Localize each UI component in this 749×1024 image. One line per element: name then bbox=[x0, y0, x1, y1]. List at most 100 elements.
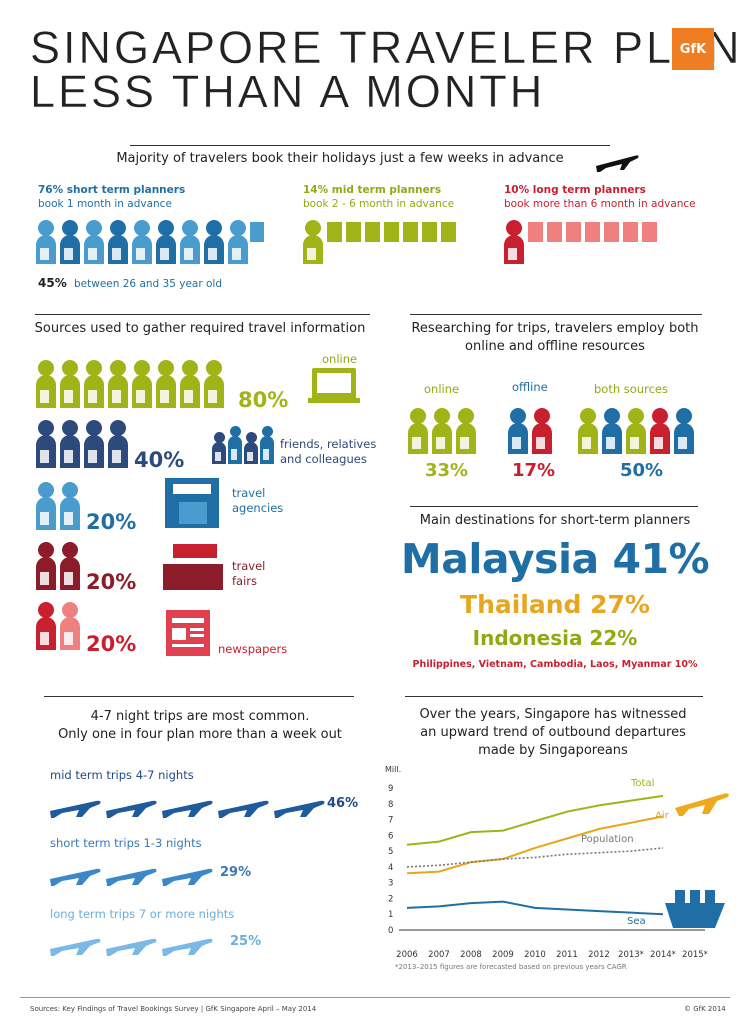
person-icon bbox=[532, 408, 552, 454]
person-icon bbox=[456, 408, 476, 454]
newspaper-pct: 20% bbox=[86, 632, 137, 656]
person-icon bbox=[36, 542, 56, 590]
y-tick-label: 7 bbox=[388, 816, 393, 826]
person-icon bbox=[228, 426, 242, 464]
person-icon bbox=[36, 602, 56, 650]
short-planner-people bbox=[36, 220, 252, 264]
calendar-icon bbox=[384, 222, 399, 242]
person-icon bbox=[132, 360, 152, 408]
calendar-icon bbox=[403, 222, 418, 242]
research-offline-label: offline bbox=[512, 380, 548, 394]
series-line-population bbox=[406, 847, 664, 868]
title-line-1: SINGAPORE TRAVELER PLAN bbox=[30, 22, 743, 73]
x-tick-label: 2015* bbox=[682, 950, 708, 960]
online-label: online bbox=[322, 352, 358, 366]
divider bbox=[410, 506, 698, 507]
ship-funnel-icon bbox=[675, 890, 685, 904]
airplane-icon bbox=[50, 800, 101, 818]
divider bbox=[130, 145, 610, 146]
divider bbox=[44, 696, 354, 697]
long-planner-sub: book more than 6 month in advance bbox=[504, 198, 696, 210]
person-icon bbox=[108, 220, 128, 264]
person-icon bbox=[260, 426, 274, 464]
friends-label: friends, relatives and colleagues bbox=[280, 437, 377, 466]
group-icon bbox=[212, 426, 276, 464]
person-icon bbox=[244, 432, 258, 464]
departures-heading: Over the years, Singapore has witnessed … bbox=[400, 706, 706, 760]
age-text: between 26 and 35 year old bbox=[74, 278, 222, 290]
y-tick-label: 1 bbox=[388, 910, 393, 920]
person-icon bbox=[60, 420, 80, 468]
trip-short-label: short term trips 1-3 nights bbox=[50, 836, 202, 850]
trip-long-pct: 25% bbox=[230, 934, 262, 949]
research-heading-line-2: online and offline resources bbox=[465, 339, 645, 354]
footer-sources: Sources: Key Findings of Travel Bookings… bbox=[30, 1005, 317, 1013]
person-icon bbox=[156, 220, 176, 264]
series-label: Total bbox=[630, 778, 654, 789]
trip-long-label: long term trips 7 or more nights bbox=[50, 907, 235, 921]
person-icon bbox=[132, 220, 152, 264]
y-tick-label: 3 bbox=[388, 879, 393, 889]
divider bbox=[35, 314, 370, 315]
agency-people bbox=[36, 482, 84, 530]
x-tick-label: 2008 bbox=[460, 950, 482, 960]
airplane-icon bbox=[596, 155, 639, 172]
y-tick-label: 4 bbox=[388, 863, 393, 873]
dest-others: Philippines, Vietnam, Cambodia, Laos, My… bbox=[412, 659, 698, 670]
x-tick-label: 2012 bbox=[588, 950, 610, 960]
y-axis-label: Mill. bbox=[385, 765, 401, 774]
title-line-2: LESS THAN A MONTH bbox=[30, 66, 546, 117]
departures-heading-line-1: Over the years, Singapore has witnessed bbox=[419, 707, 687, 722]
travel-fair-icon bbox=[163, 544, 223, 590]
trip-mid-pct: 46% bbox=[327, 796, 359, 811]
person-icon bbox=[626, 408, 646, 454]
divider bbox=[410, 314, 702, 315]
series-label: Sea bbox=[627, 916, 646, 927]
fair-label: travel fairs bbox=[232, 559, 266, 588]
series-label: Population bbox=[581, 834, 634, 845]
calendar-icon bbox=[623, 222, 638, 242]
calendar-icon bbox=[528, 222, 543, 242]
person-icon bbox=[36, 420, 56, 468]
person-icon bbox=[84, 420, 104, 468]
dest-indonesia: Indonesia 22% bbox=[472, 626, 638, 650]
person-icon bbox=[432, 408, 452, 454]
person-icon bbox=[303, 220, 323, 264]
agency-pct: 20% bbox=[86, 510, 137, 534]
research-heading-line-1: Researching for trips, travelers employ … bbox=[411, 321, 699, 336]
person-icon bbox=[36, 220, 56, 264]
person-icon bbox=[674, 408, 694, 454]
airplane-icon bbox=[162, 868, 213, 886]
friends-people bbox=[36, 420, 132, 468]
ship-funnel-icon bbox=[705, 890, 715, 904]
person-icon bbox=[408, 408, 428, 454]
airplane-icon bbox=[274, 800, 325, 818]
person-icon bbox=[60, 602, 80, 650]
mid-planner-sub: book 2 - 6 month in advance bbox=[303, 198, 455, 210]
person-icon bbox=[504, 220, 524, 264]
person-icon bbox=[84, 220, 104, 264]
ship-icon bbox=[665, 903, 725, 928]
fair-pct: 20% bbox=[86, 570, 137, 594]
research-offline-pct: 17% bbox=[512, 460, 556, 481]
departures-heading-line-3: made by Singaporeans bbox=[478, 743, 628, 758]
research-heading: Researching for trips, travelers employ … bbox=[400, 320, 710, 356]
airplane-icon bbox=[50, 938, 101, 956]
y-tick-label: 5 bbox=[388, 847, 393, 857]
x-tick-label: 2011 bbox=[556, 950, 578, 960]
series-line-total bbox=[406, 794, 664, 846]
person-icon bbox=[204, 360, 224, 408]
calendar-icon bbox=[327, 222, 342, 242]
dest-malaysia: Malaysia 41% bbox=[400, 535, 710, 583]
airplane-icon bbox=[50, 868, 101, 886]
calendar-icon bbox=[547, 222, 562, 242]
chart-footnote: *2013–2015 figures are forecasted based … bbox=[395, 963, 627, 971]
person-icon bbox=[212, 432, 226, 464]
x-tick-label: 2009 bbox=[492, 950, 514, 960]
calendar-icon bbox=[365, 222, 380, 242]
x-tick-label: 2006 bbox=[396, 950, 418, 960]
agency-label: travel agencies bbox=[232, 486, 284, 515]
newspaper-icon bbox=[166, 610, 210, 656]
person-icon bbox=[108, 360, 128, 408]
airplane-icon bbox=[106, 800, 157, 818]
